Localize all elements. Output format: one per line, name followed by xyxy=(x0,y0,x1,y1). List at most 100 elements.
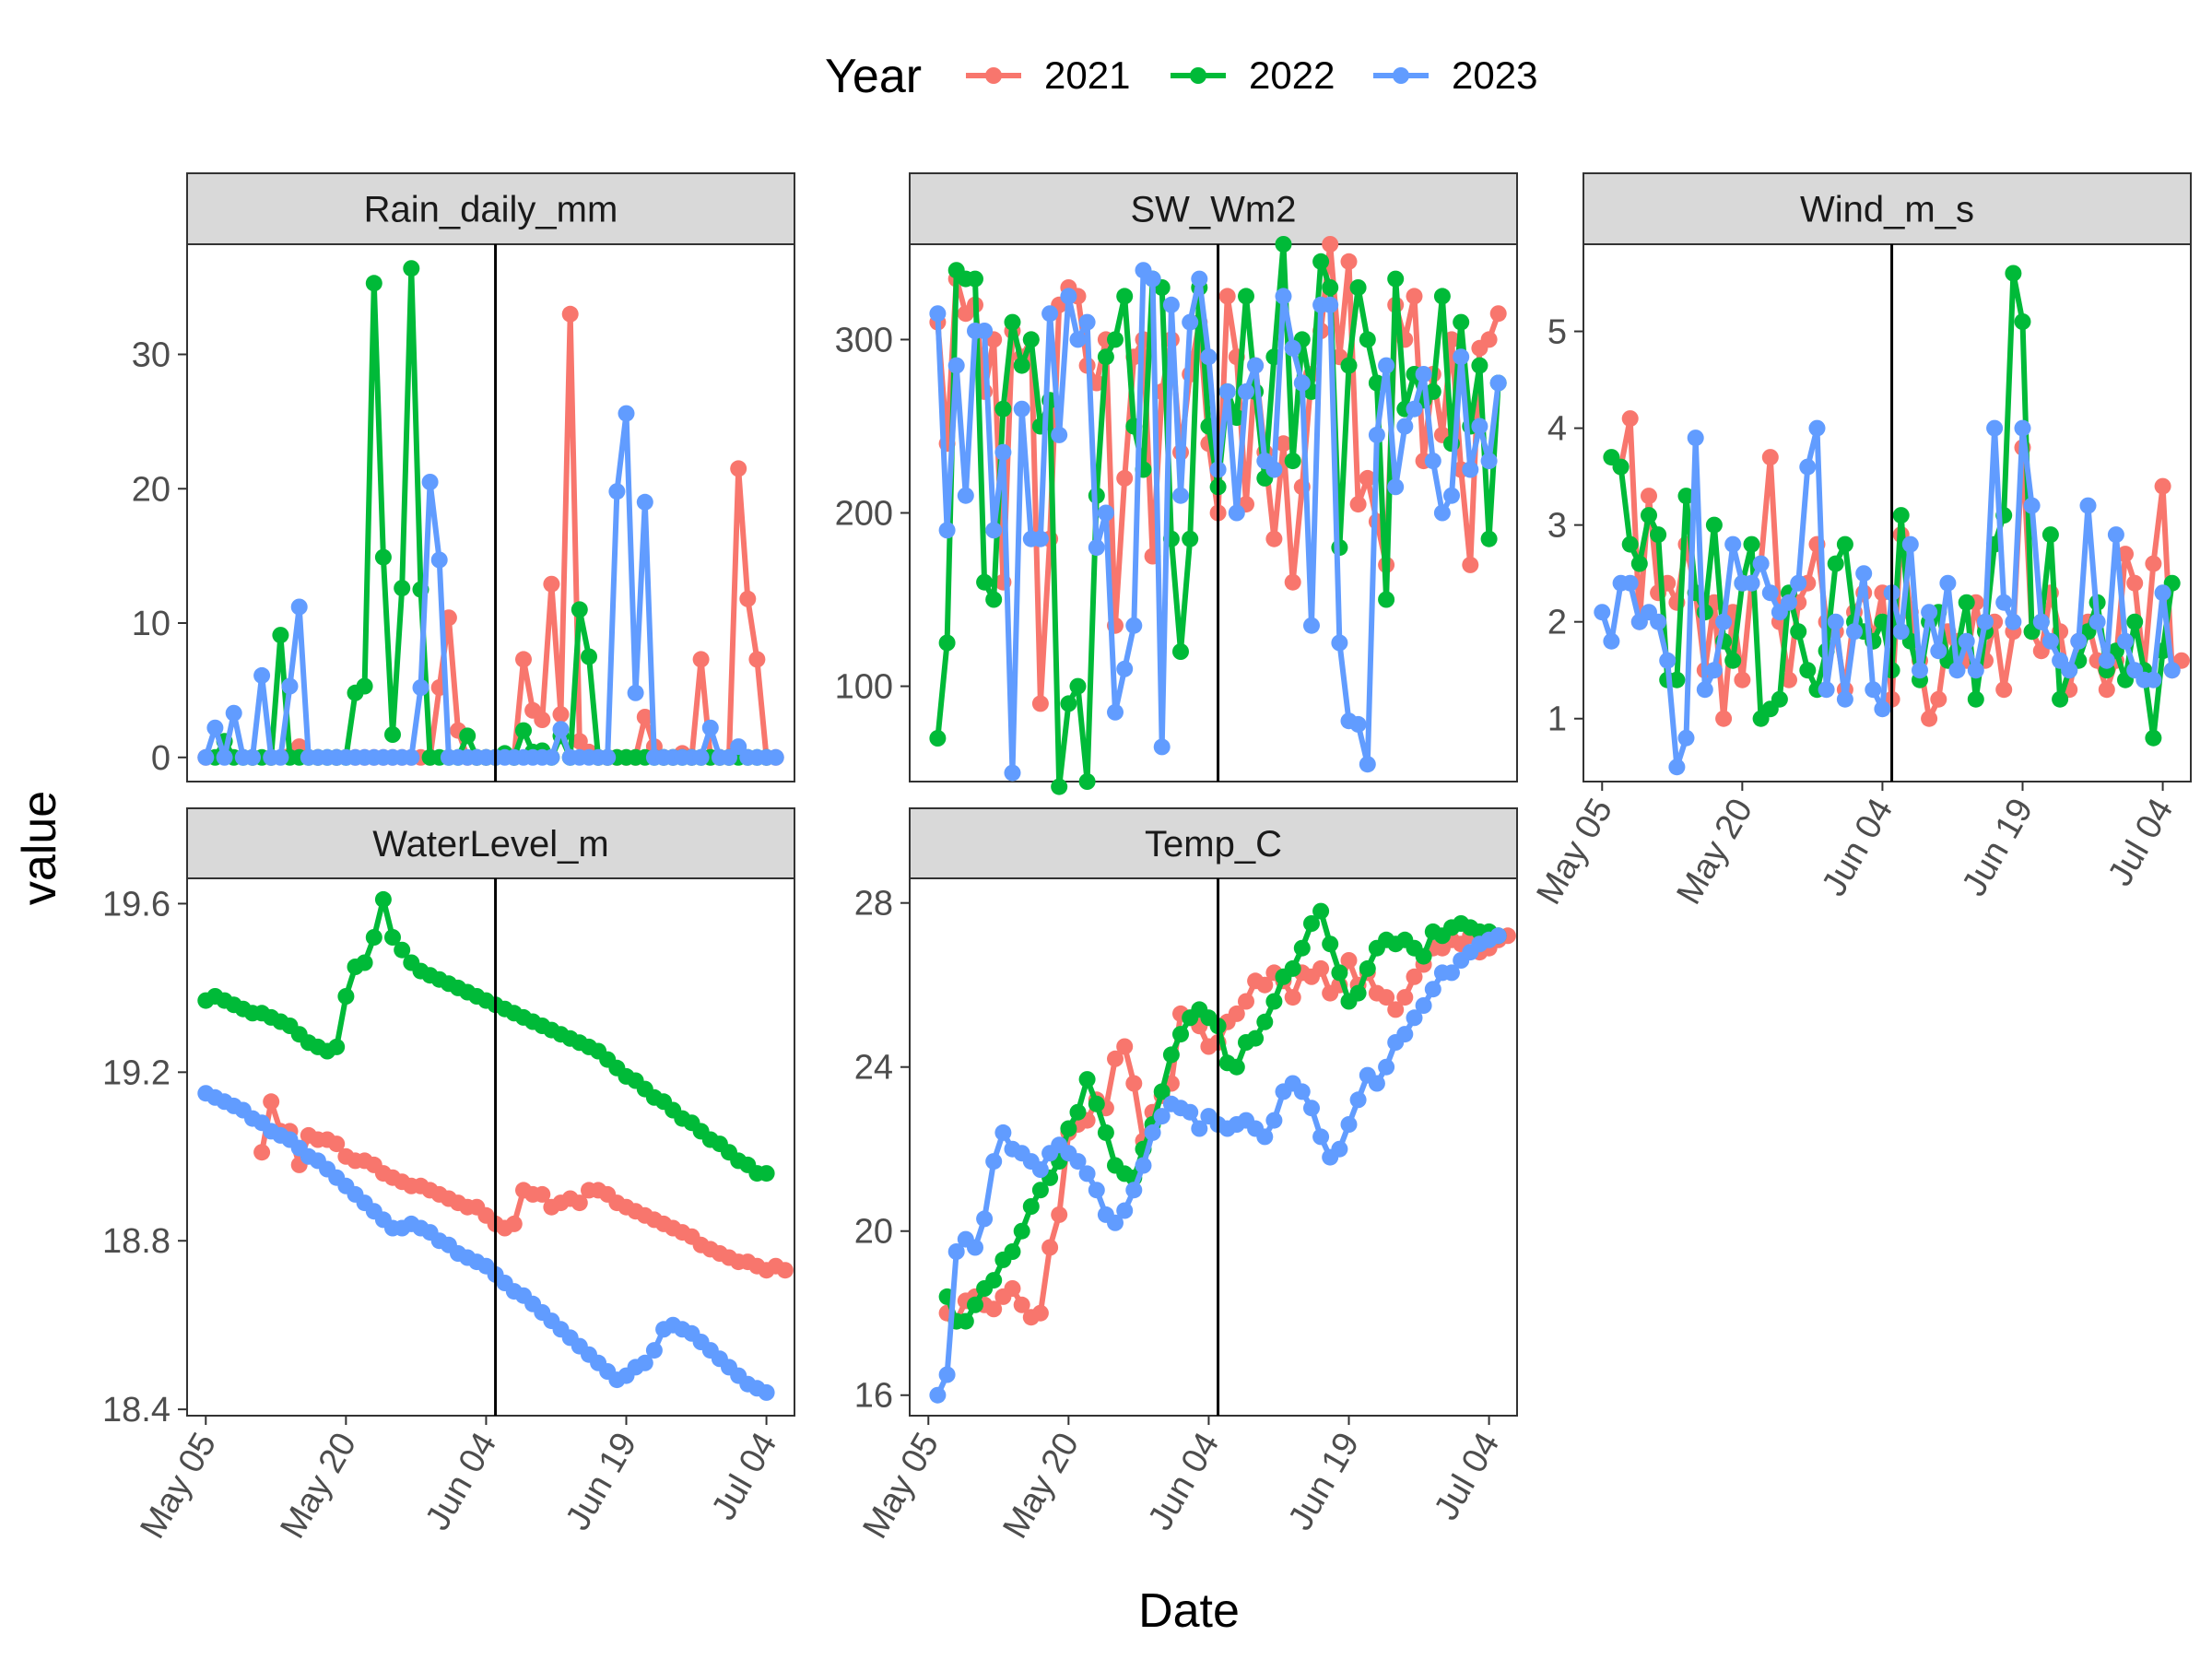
data-point-2022 xyxy=(1641,507,1657,524)
data-point-2022 xyxy=(1480,530,1498,547)
data-point-2022 xyxy=(1958,594,1975,611)
data-point-2022 xyxy=(356,954,373,971)
data-point-2023 xyxy=(290,598,308,616)
data-point-2021 xyxy=(571,1194,588,1212)
data-point-2023 xyxy=(721,748,737,766)
data-point-2022 xyxy=(985,591,1003,608)
data-point-2023 xyxy=(2117,632,2134,650)
legend-label-2022: 2022 xyxy=(1249,53,1335,97)
data-point-2021 xyxy=(748,651,766,668)
data-point-2023 xyxy=(1004,764,1021,782)
data-point-2021 xyxy=(1228,1005,1245,1022)
data-point-2023 xyxy=(1594,604,1611,621)
data-point-2023 xyxy=(1453,348,1470,366)
data-point-2022 xyxy=(337,988,355,1005)
data-point-2022 xyxy=(1322,279,1339,296)
data-point-2022 xyxy=(356,677,373,695)
data-point-2022 xyxy=(1630,555,1648,572)
data-point-2023 xyxy=(2005,613,2022,630)
data-point-2023 xyxy=(281,677,299,695)
data-point-2023 xyxy=(1396,1026,1414,1043)
data-point-2021 xyxy=(1349,496,1367,513)
data-point-2022 xyxy=(1078,773,1096,790)
data-point-2023 xyxy=(767,748,784,766)
data-point-2022 xyxy=(938,634,956,652)
data-point-2022 xyxy=(1182,530,1199,547)
data-point-2023 xyxy=(1921,604,1938,621)
data-point-2023 xyxy=(216,748,233,766)
data-point-2023 xyxy=(985,522,1003,539)
data-point-2021 xyxy=(1715,710,1733,727)
data-point-2022 xyxy=(1349,279,1367,296)
data-point-2023 xyxy=(947,357,965,374)
data-point-2021 xyxy=(253,1144,271,1161)
data-point-2023 xyxy=(2154,584,2171,602)
data-point-2023 xyxy=(1078,313,1096,331)
data-point-2023 xyxy=(1995,594,2013,611)
data-point-2022 xyxy=(1677,488,1695,505)
legend-label-2023: 2023 xyxy=(1452,53,1537,97)
y-tick-label: 19.2 xyxy=(102,1053,171,1092)
data-point-2022 xyxy=(1051,778,1068,795)
data-point-2023 xyxy=(1182,313,1199,331)
data-point-2021 xyxy=(263,1093,280,1111)
data-point-2023 xyxy=(627,684,644,701)
data-point-2022 xyxy=(1322,935,1339,953)
data-point-2022 xyxy=(1265,993,1283,1010)
data-point-2023 xyxy=(1265,1112,1283,1129)
data-point-2021 xyxy=(2145,555,2162,572)
data-point-2021 xyxy=(1387,1001,1405,1018)
data-point-2023 xyxy=(1874,700,1891,718)
data-point-2022 xyxy=(515,722,532,739)
data-point-2022 xyxy=(374,548,392,566)
data-point-2023 xyxy=(1696,681,1713,699)
data-point-2022 xyxy=(1349,984,1367,1002)
strip-label-Temp_C: Temp_C xyxy=(1145,824,1282,865)
data-point-2022 xyxy=(1022,331,1040,348)
x-tick-label: May 05 xyxy=(855,1427,947,1546)
data-point-2023 xyxy=(1041,305,1059,323)
data-point-2021 xyxy=(2098,681,2115,699)
data-point-2023 xyxy=(1116,660,1134,677)
data-point-2023 xyxy=(1060,288,1077,305)
x-tick-label: May 05 xyxy=(1529,793,1620,912)
data-point-2023 xyxy=(2070,632,2088,650)
x-tick-label: Jun 19 xyxy=(1281,1427,1367,1537)
data-point-2023 xyxy=(1340,1116,1358,1133)
data-point-2023 xyxy=(552,721,570,738)
data-point-2023 xyxy=(1293,374,1311,392)
data-point-2021 xyxy=(534,712,551,728)
data-point-2021 xyxy=(1031,1304,1049,1322)
data-point-2023 xyxy=(1724,535,1742,553)
data-point-2023 xyxy=(1349,715,1367,733)
data-point-2021 xyxy=(1265,530,1283,547)
data-point-2023 xyxy=(1200,348,1218,366)
data-point-2023 xyxy=(1116,1202,1134,1219)
data-point-2021 xyxy=(515,651,532,668)
data-point-2023 xyxy=(1153,738,1171,756)
data-point-2023 xyxy=(1293,1083,1311,1100)
data-point-2022 xyxy=(1284,453,1301,470)
data-point-2021 xyxy=(1284,989,1301,1006)
data-point-2022 xyxy=(1097,348,1114,366)
data-point-2023 xyxy=(1799,458,1817,476)
data-point-2023 xyxy=(1406,1009,1423,1027)
x-tick-label: May 05 xyxy=(133,1427,224,1546)
data-point-2022 xyxy=(1359,331,1376,348)
data-point-2023 xyxy=(994,443,1012,461)
data-point-2023 xyxy=(1489,927,1507,945)
data-point-2022 xyxy=(328,1038,346,1055)
x-tick-label: Jul 04 xyxy=(1427,1427,1507,1527)
data-point-2022 xyxy=(1312,902,1330,920)
data-point-2022 xyxy=(384,929,401,946)
data-point-2021 xyxy=(552,706,570,724)
data-point-2023 xyxy=(1939,574,1957,592)
x-tick-label: May 20 xyxy=(995,1427,1087,1546)
data-point-2021 xyxy=(561,305,579,323)
data-point-2021 xyxy=(1761,449,1779,466)
data-point-2023 xyxy=(1331,1140,1348,1158)
data-point-2023 xyxy=(938,1366,956,1383)
data-point-2023 xyxy=(1603,632,1620,650)
data-point-2021 xyxy=(1340,253,1358,270)
data-point-2022 xyxy=(1453,313,1470,331)
